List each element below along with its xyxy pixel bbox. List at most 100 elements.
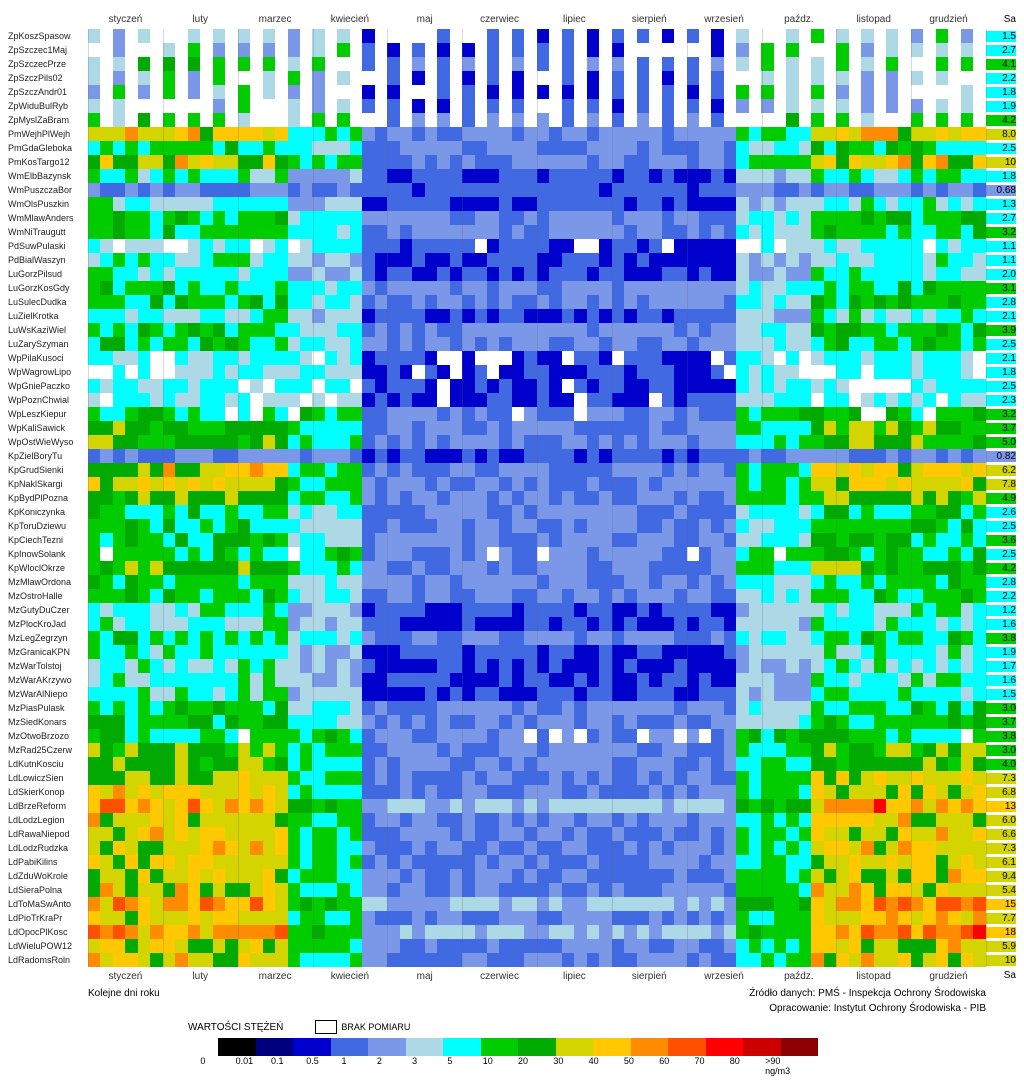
heatmap-cell xyxy=(612,715,624,729)
heatmap-cell xyxy=(238,169,250,183)
heatmap-cell xyxy=(973,393,985,407)
heatmap-cell xyxy=(125,155,137,169)
heatmap-cell xyxy=(163,85,175,99)
heatmap-cell xyxy=(400,589,412,603)
heatmap-cell xyxy=(786,393,798,407)
heatmap-cell xyxy=(898,687,910,701)
heatmap-cell xyxy=(587,57,599,71)
heatmap-cell xyxy=(437,603,449,617)
heatmap-cell xyxy=(624,757,636,771)
heatmap-cell xyxy=(786,113,798,127)
heatmap-cell xyxy=(225,435,237,449)
heatmap-cell xyxy=(400,575,412,589)
heatmap-cell xyxy=(375,491,387,505)
heatmap-cell xyxy=(774,799,786,813)
heatmap-cell xyxy=(948,617,960,631)
heatmap-cell xyxy=(786,547,798,561)
heatmap-cell xyxy=(462,491,474,505)
heatmap-cell xyxy=(849,197,861,211)
heatmap-cell xyxy=(711,673,723,687)
heatmap-cell xyxy=(961,589,973,603)
heatmap-cell xyxy=(225,813,237,827)
heatmap-cell xyxy=(499,407,511,421)
heatmap-cell xyxy=(973,169,985,183)
heatmap-cell xyxy=(587,519,599,533)
heatmap-cell xyxy=(412,281,424,295)
heatmap-cell xyxy=(662,715,674,729)
heatmap-cell xyxy=(749,631,761,645)
heatmap-cell xyxy=(312,533,324,547)
heatmap-cell xyxy=(711,687,723,701)
heatmap-cell xyxy=(537,645,549,659)
heatmap-cell xyxy=(799,309,811,323)
heatmap-cell xyxy=(961,603,973,617)
heatmap-cell xyxy=(811,827,823,841)
heatmap-cell xyxy=(799,659,811,673)
heatmap-cell xyxy=(113,477,125,491)
heatmap-cell xyxy=(213,393,225,407)
heatmap-cell xyxy=(774,421,786,435)
heatmap-cell xyxy=(687,519,699,533)
heatmap-cell xyxy=(687,575,699,589)
heatmap-cell xyxy=(774,505,786,519)
heatmap-cell xyxy=(574,29,586,43)
heatmap-cell xyxy=(537,211,549,225)
row-cells xyxy=(88,211,986,225)
heatmap-cell xyxy=(936,925,948,939)
heatmap-cell xyxy=(973,491,985,505)
heatmap-cell xyxy=(512,169,524,183)
heatmap-cell xyxy=(836,771,848,785)
heatmap-cell xyxy=(337,771,349,785)
heatmap-cell xyxy=(662,729,674,743)
heatmap-cell xyxy=(786,533,798,547)
heatmap-cell xyxy=(886,911,898,925)
heatmap-cell xyxy=(911,393,923,407)
heatmap-cell xyxy=(362,127,374,141)
heatmap-cell xyxy=(400,757,412,771)
heatmap-cell xyxy=(288,295,300,309)
heatmap-cell xyxy=(487,113,499,127)
heatmap-cell xyxy=(412,365,424,379)
heatmap-cell xyxy=(612,421,624,435)
heatmap-cell xyxy=(437,477,449,491)
heatmap-cell xyxy=(774,771,786,785)
heatmap-cell xyxy=(749,99,761,113)
heatmap-cell xyxy=(375,855,387,869)
heatmap-cell xyxy=(637,365,649,379)
heatmap-cell xyxy=(150,351,162,365)
heatmap-cell xyxy=(662,883,674,897)
heatmap-cell xyxy=(512,393,524,407)
heatmap-cell xyxy=(400,225,412,239)
heatmap-cell xyxy=(350,869,362,883)
heatmap-cell xyxy=(499,841,511,855)
heatmap-cell xyxy=(200,463,212,477)
heatmap-cell xyxy=(437,743,449,757)
heatmap-cell xyxy=(138,729,150,743)
heatmap-cell xyxy=(125,197,137,211)
heatmap-cell xyxy=(350,113,362,127)
heatmap-cell xyxy=(512,589,524,603)
heatmap-cell xyxy=(886,715,898,729)
heatmap-cell xyxy=(861,57,873,71)
heatmap-cell xyxy=(450,43,462,57)
heatmap-cell xyxy=(948,505,960,519)
heatmap-cell xyxy=(188,631,200,645)
heatmap-cell xyxy=(711,589,723,603)
heatmap-cell xyxy=(612,379,624,393)
heatmap-cell xyxy=(948,827,960,841)
heatmap-cell xyxy=(125,505,137,519)
station-label: KpKoniczynka xyxy=(8,507,88,517)
heatmap-cell xyxy=(799,561,811,575)
heatmap-cell xyxy=(923,71,935,85)
heatmap-cell xyxy=(175,645,187,659)
heatmap-cell xyxy=(911,323,923,337)
heatmap-cell xyxy=(824,603,836,617)
heatmap-cell xyxy=(250,687,262,701)
heatmap-cell xyxy=(163,771,175,785)
heatmap-cell xyxy=(736,57,748,71)
heatmap-cell xyxy=(88,771,100,785)
heatmap-cell xyxy=(549,267,561,281)
heatmap-cell xyxy=(849,715,861,729)
heatmap-cell xyxy=(687,463,699,477)
heatmap-cell xyxy=(637,925,649,939)
